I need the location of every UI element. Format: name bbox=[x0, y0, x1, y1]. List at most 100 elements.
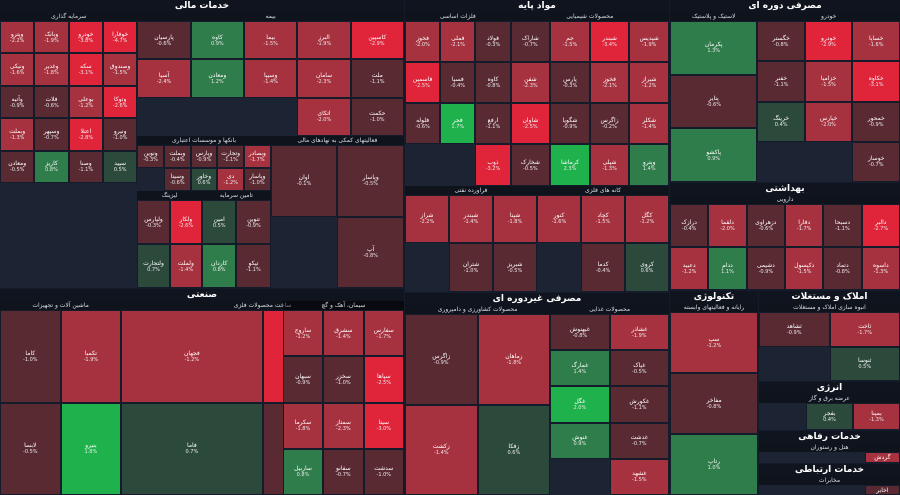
stock-tile[interactable]: غبهنوش -0.8% bbox=[550, 314, 610, 351]
stock-tile[interactable]: وپاسار -0.5% bbox=[337, 145, 404, 217]
industry-title[interactable]: ساخت محصولات فلزی bbox=[121, 301, 404, 310]
stock-tile[interactable]: آپ -0.8% bbox=[337, 216, 404, 288]
stock-tile[interactable]: خودرو -2.9% bbox=[804, 21, 853, 62]
stock-tile[interactable]: کدما -0.4% bbox=[581, 243, 625, 292]
stock-tile[interactable]: شگویا -0.9% bbox=[550, 103, 590, 145]
stock-tile[interactable]: وآتیه -0.9% bbox=[0, 85, 35, 119]
industry-title[interactable]: لیزینگ bbox=[137, 191, 202, 201]
stock-tile[interactable]: زاگرس -0.2% bbox=[589, 103, 630, 145]
stock-tile[interactable]: پتایر -0.6% bbox=[670, 74, 758, 129]
stock-tile[interactable]: غدشت -0.7% bbox=[609, 422, 669, 459]
stock-tile[interactable]: مفاخر -0.8% bbox=[670, 373, 758, 434]
stock-tile[interactable]: شراز -2.2% bbox=[405, 194, 449, 244]
stock-tile[interactable]: سدشت -1.0% bbox=[363, 448, 404, 495]
stock-tile[interactable]: فملی -2.1% bbox=[440, 21, 476, 63]
stock-tile[interactable]: امین 0.5% bbox=[202, 200, 237, 245]
stock-tile[interactable]: بوعلی -1.2% bbox=[68, 85, 103, 119]
stock-tile[interactable]: وسپهر -0.7% bbox=[34, 118, 69, 151]
stock-tile[interactable]: خرینگ 0.4% bbox=[757, 101, 805, 142]
stock-tile[interactable]: رتاپ 1.0% bbox=[670, 434, 758, 495]
stock-tile[interactable]: ساروج -1.2% bbox=[282, 310, 324, 357]
sector-title[interactable]: خدمات رفاهی bbox=[759, 431, 900, 443]
stock-tile[interactable]: ددام 1.1% bbox=[708, 247, 747, 290]
stock-tile[interactable]: خگستر -0.8% bbox=[757, 21, 805, 62]
sector-title[interactable]: املاک و مستغلات bbox=[759, 291, 900, 303]
stock-tile[interactable]: سشرق -1.4% bbox=[323, 310, 364, 357]
stock-tile[interactable]: خکاوه -3.1% bbox=[852, 61, 900, 102]
stock-tile[interactable]: دی -1.2% bbox=[217, 168, 244, 192]
stock-tile[interactable]: کاوه 0.9% bbox=[190, 21, 244, 60]
industry-title[interactable]: سرمایه گذاری bbox=[0, 12, 138, 21]
stock-tile[interactable]: غگل 2.0% bbox=[550, 386, 610, 423]
stock-tile[interactable]: وبانک -1.9% bbox=[34, 21, 69, 54]
stock-tile[interactable]: پاکشو 0.9% bbox=[670, 128, 758, 182]
stock-tile[interactable]: دزهراوی -0.6% bbox=[746, 204, 785, 247]
stock-tile[interactable]: جم -1.5% bbox=[550, 21, 590, 63]
stock-tile[interactable]: بنیرو 1.8% bbox=[60, 402, 122, 495]
stock-tile[interactable]: خوفارا -4.7% bbox=[103, 21, 138, 54]
stock-tile[interactable]: وپاسار -1.0% bbox=[244, 168, 271, 192]
stock-tile[interactable]: فولاد -0.3% bbox=[475, 21, 511, 63]
stock-tile[interactable]: وپترو 1.4% bbox=[629, 144, 669, 186]
stock-tile[interactable]: دکپسول -1.5% bbox=[785, 247, 824, 290]
stock-tile[interactable]: شبندر -3.4% bbox=[589, 21, 630, 63]
stock-tile[interactable]: فخوز -2.1% bbox=[589, 62, 630, 104]
stock-tile[interactable]: اوان -0.1% bbox=[270, 145, 338, 217]
stock-tile[interactable]: شپنا -1.8% bbox=[493, 194, 537, 244]
stock-tile[interactable]: کروی 0.6% bbox=[625, 243, 669, 292]
stock-tile[interactable]: ومعادن -0.5% bbox=[0, 150, 35, 184]
stock-tile[interactable]: خپارس -2.0% bbox=[804, 101, 853, 142]
stock-tile[interactable]: البرز -1.9% bbox=[297, 21, 351, 60]
stock-tile[interactable]: سخزر -1.0% bbox=[323, 356, 364, 403]
stock-tile[interactable]: سمتاز -2.3% bbox=[323, 402, 364, 449]
stock-tile[interactable]: فسپا -0.4% bbox=[440, 62, 476, 104]
stock-tile[interactable]: سکه -3.1% bbox=[68, 53, 103, 86]
stock-tile[interactable]: شپلی -1.3% bbox=[589, 144, 630, 186]
stock-tile[interactable]: ذوب -3.2% bbox=[475, 144, 511, 186]
industry-title[interactable]: سیمان، آهک و گچ bbox=[282, 301, 404, 310]
sector-title[interactable]: مواد پایه bbox=[405, 0, 669, 12]
stock-tile[interactable]: فاسمین -2.5% bbox=[405, 62, 441, 104]
stock-tile[interactable]: اعتلا -2.8% bbox=[68, 118, 103, 151]
industry-title[interactable]: خودرو bbox=[757, 12, 900, 21]
stock-tile[interactable]: ونیرو -1.0% bbox=[103, 118, 138, 151]
industry-title[interactable]: دارویی bbox=[670, 195, 900, 204]
stock-tile[interactable]: خوساز -0.7% bbox=[852, 141, 900, 182]
stock-tile[interactable]: سپ -1.2% bbox=[670, 312, 758, 373]
stock-tile[interactable]: وپترو -2.2% bbox=[0, 21, 35, 54]
sector-title[interactable]: مصرفی دوره ای bbox=[670, 0, 900, 12]
industry-title[interactable]: مخابرات bbox=[759, 476, 900, 485]
stock-tile[interactable]: سامان -2.3% bbox=[297, 59, 351, 98]
industry-title[interactable]: رایانه و فعالیتهای وابسته bbox=[670, 303, 758, 312]
industry-title[interactable]: فعالیتهای کمکی به نهادهای مالی bbox=[270, 136, 404, 146]
stock-tile[interactable]: وغدیر -1.8% bbox=[34, 53, 69, 86]
stock-tile[interactable]: شپدیس -1.9% bbox=[629, 21, 669, 63]
stock-tile[interactable]: فلات -0.6% bbox=[34, 85, 69, 119]
stock-tile[interactable]: کاوه -0.8% bbox=[475, 62, 511, 104]
industry-title[interactable]: بانکها و موسسات اعتباری bbox=[137, 136, 271, 146]
stock-tile[interactable]: زاگرس -0.9% bbox=[405, 314, 478, 405]
stock-tile[interactable]: کاسپین -2.9% bbox=[350, 21, 404, 60]
stock-tile[interactable]: وپارس -0.9% bbox=[190, 145, 218, 169]
stock-tile[interactable]: ثنوسا 0.5% bbox=[829, 346, 900, 381]
stock-tile[interactable]: سپاها -2.5% bbox=[363, 356, 404, 403]
stock-tile[interactable]: ونیکی -1.6% bbox=[0, 53, 35, 86]
stock-tile[interactable]: فلوله -0.6% bbox=[405, 103, 441, 145]
stock-tile[interactable]: پارس -0.3% bbox=[550, 62, 590, 104]
stock-tile[interactable]: حکمت -1.0% bbox=[350, 97, 404, 137]
sector-title[interactable]: خدمات مالی bbox=[0, 0, 404, 12]
industry-title[interactable]: تامین سرمایه bbox=[202, 191, 271, 201]
stock-tile[interactable]: سفارس -1.7% bbox=[363, 310, 404, 357]
stock-tile[interactable]: وبملت -1.3% bbox=[0, 118, 35, 151]
industry-title[interactable]: فراورده نفتی bbox=[405, 185, 537, 195]
stock-tile[interactable]: آسیا -2.4% bbox=[137, 59, 191, 98]
stock-tile[interactable]: فاما 0.7% bbox=[121, 402, 263, 495]
stock-tile[interactable]: زفکا 0.6% bbox=[477, 404, 551, 495]
stock-tile[interactable]: ثشاهد -0.9% bbox=[759, 312, 830, 347]
stock-tile[interactable]: سیتا -3.0% bbox=[363, 402, 404, 449]
stock-tile[interactable]: درازک -0.4% bbox=[670, 204, 709, 247]
sector-title[interactable]: تکنولوژی bbox=[670, 291, 758, 303]
stock-tile[interactable]: کرماشا 2.3% bbox=[550, 144, 590, 186]
stock-tile[interactable]: پکرمان 1.3% bbox=[670, 21, 758, 75]
stock-tile[interactable]: وخاور 0.6% bbox=[190, 168, 218, 192]
